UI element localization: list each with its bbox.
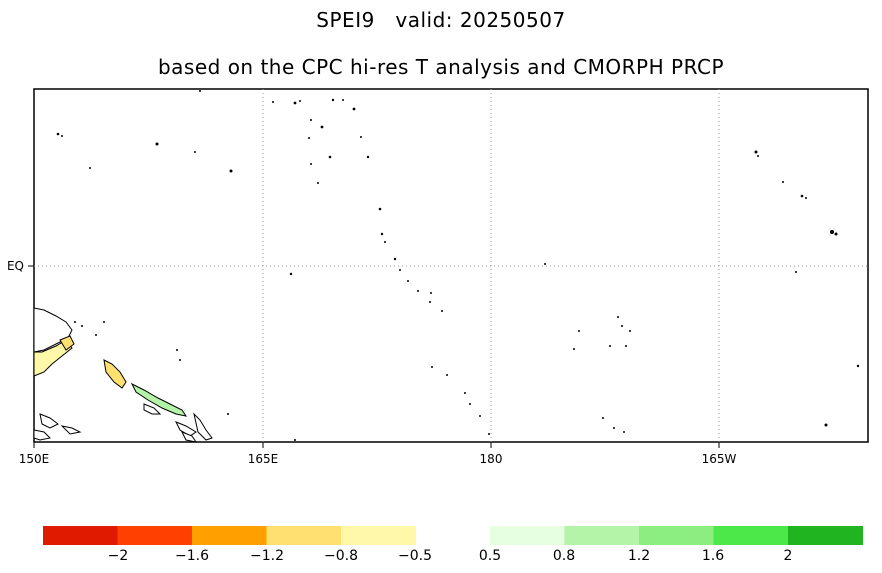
map-title: SPEI9 valid: 20250507 <box>316 8 566 32</box>
colorbar-swatch-wet <box>564 526 640 545</box>
lon-label-165w: 165W <box>702 452 737 466</box>
colorbar-swatch-dry <box>266 526 342 545</box>
colorbar-label: −0.5 <box>398 548 432 564</box>
colorbar-swatch-dry <box>341 526 416 545</box>
lon-label-165e: 165E <box>248 452 279 466</box>
colorbar-label: −1.2 <box>250 548 284 564</box>
colorbar-label: 1.6 <box>701 548 725 564</box>
colorbar-swatch-dry <box>43 526 118 545</box>
colorbar-swatch-wet <box>490 526 565 545</box>
colorbar-swatch-wet <box>639 526 714 545</box>
lon-label-180: 180 <box>480 452 503 466</box>
landmass-png <box>33 307 213 443</box>
colorbar-label: −2 <box>107 548 129 564</box>
axis-ticks <box>28 265 720 448</box>
colorbar <box>43 526 863 545</box>
map-subtitle: based on the CPC hi-res T analysis and C… <box>157 55 725 79</box>
colorbar-label: 0.8 <box>552 548 576 564</box>
grid-lines <box>34 89 868 442</box>
lon-label-150e: 150E <box>19 452 50 466</box>
colorbar-swatch-dry <box>192 526 267 545</box>
islands <box>56 90 860 441</box>
colorbar-label: −0.8 <box>324 548 358 564</box>
lat-label-eq: EQ <box>7 259 24 273</box>
colorbar-label: 2 <box>783 548 793 564</box>
colorbar-label: 0.5 <box>478 548 502 564</box>
colorbar-label: −1.6 <box>175 548 209 564</box>
colorbar-swatch-dry <box>117 526 193 545</box>
colorbar-swatch-wet <box>713 526 789 545</box>
colorbar-label: 1.2 <box>627 548 651 564</box>
colorbar-swatch-wet <box>788 526 863 545</box>
